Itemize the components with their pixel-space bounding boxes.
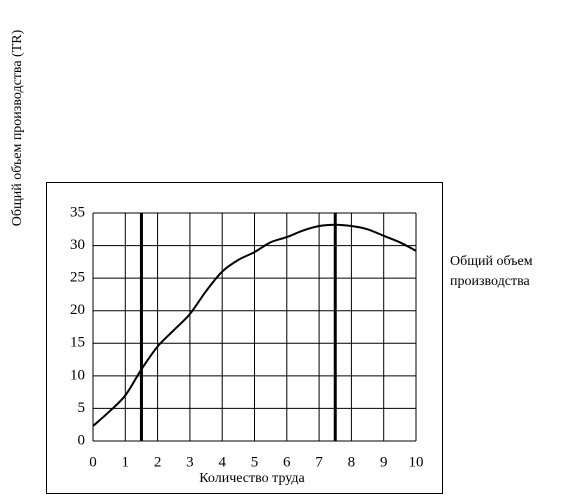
x-tick-label: 2 xyxy=(154,454,162,470)
x-tick-label: 1 xyxy=(122,454,130,470)
line xyxy=(92,223,417,427)
y-axis-label: Общий объем производства (TR) xyxy=(10,29,25,226)
x-tick-label: 5 xyxy=(251,454,259,470)
y-tick-label: 0 xyxy=(78,432,86,448)
x-axis-label: Количество труда xyxy=(199,471,305,486)
x-tick-label: 9 xyxy=(380,454,388,470)
x-tick-label: 4 xyxy=(218,454,226,470)
y-tick-label: 20 xyxy=(70,302,85,318)
y-tick-label: 10 xyxy=(70,367,85,383)
y-tick-label: 25 xyxy=(70,270,85,286)
chart-frame xyxy=(46,182,443,494)
x-tick-label: 6 xyxy=(283,454,291,470)
y-tick-label: 30 xyxy=(70,237,85,253)
x-tick-label: 8 xyxy=(348,454,356,470)
y-tick-label: 5 xyxy=(78,400,86,416)
x-tick-label: 7 xyxy=(315,454,323,470)
x-tick-label: 0 xyxy=(89,454,97,470)
x-tick-label: 10 xyxy=(409,454,424,470)
legend-entry: Общий объем производства xyxy=(450,254,533,289)
y-tick-label: 15 xyxy=(70,335,85,351)
y-tick-label: 35 xyxy=(70,204,85,220)
x-tick-label: 3 xyxy=(186,454,194,470)
